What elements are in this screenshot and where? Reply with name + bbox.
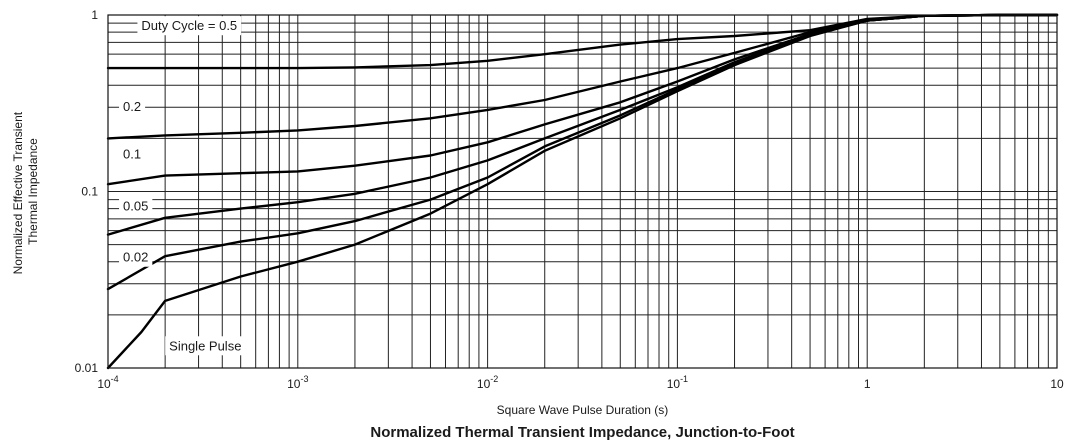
x-tick-label: 10-1 xyxy=(667,374,688,391)
curve-label-text: 0.2 xyxy=(123,99,141,114)
y-tick-label: 1 xyxy=(91,8,98,22)
curve-label-bg xyxy=(137,16,242,36)
y-axis-label: Normalized Effective Transient Thermal I… xyxy=(11,109,40,275)
curve-label-text: 0.1 xyxy=(123,146,141,161)
series-line-5 xyxy=(106,13,1059,370)
series-lines xyxy=(106,13,1059,370)
y-tick-label: 0.01 xyxy=(75,361,99,375)
chart-title: Normalized Thermal Transient Impedance, … xyxy=(370,424,794,441)
curve-label-0: Duty Cycle = 0.5 xyxy=(137,16,242,36)
curve-label-2: 0.1 xyxy=(119,144,146,164)
x-tick-label: 10-2 xyxy=(477,374,498,391)
curve-label-5: Single Pulse xyxy=(165,336,246,356)
curve-label-text: 0.05 xyxy=(123,199,148,214)
y-axis-label-line-2: Thermal Impedance xyxy=(26,138,40,245)
curve-label-1: 0.2 xyxy=(119,97,146,117)
curve-label-text: 0.02 xyxy=(123,250,148,265)
curve-labels: Duty Cycle = 0.5 0.2 0.1 0.05 0.02 Single Pul… xyxy=(119,16,246,356)
series-line-4 xyxy=(106,13,1059,291)
series-line-3 xyxy=(106,13,1059,236)
curve-label-bg xyxy=(119,196,153,216)
series-line-2 xyxy=(106,13,1059,186)
curve-label-4: 0.02 xyxy=(119,247,153,267)
y-axis-label-line-1: Normalized Effective Transient xyxy=(11,111,25,274)
tick-labels: 10-4 10-3 10-2 10-1 1 10 0.01 0.1 1 xyxy=(75,8,1064,391)
curve-label-bg xyxy=(119,144,146,164)
x-axis-label: Square Wave Pulse Duration (s) xyxy=(497,403,669,417)
x-tick-label: 10-3 xyxy=(287,374,308,391)
series-line-1 xyxy=(106,13,1059,140)
curve-label-bg xyxy=(165,336,246,356)
curve-label-3: 0.05 xyxy=(119,196,153,216)
x-tick-label: 1 xyxy=(864,377,871,391)
x-tick-label: 10 xyxy=(1050,377,1064,391)
curve-label-text: Single Pulse xyxy=(169,338,241,353)
curve-label-text: Duty Cycle = 0.5 xyxy=(141,18,237,33)
x-tick-label: 10-4 xyxy=(97,374,118,391)
curve-label-bg xyxy=(119,97,146,117)
y-tick-label: 0.1 xyxy=(81,185,98,199)
curve-label-bg xyxy=(119,247,153,267)
plot-frame xyxy=(107,14,1058,369)
grid xyxy=(107,15,1057,369)
